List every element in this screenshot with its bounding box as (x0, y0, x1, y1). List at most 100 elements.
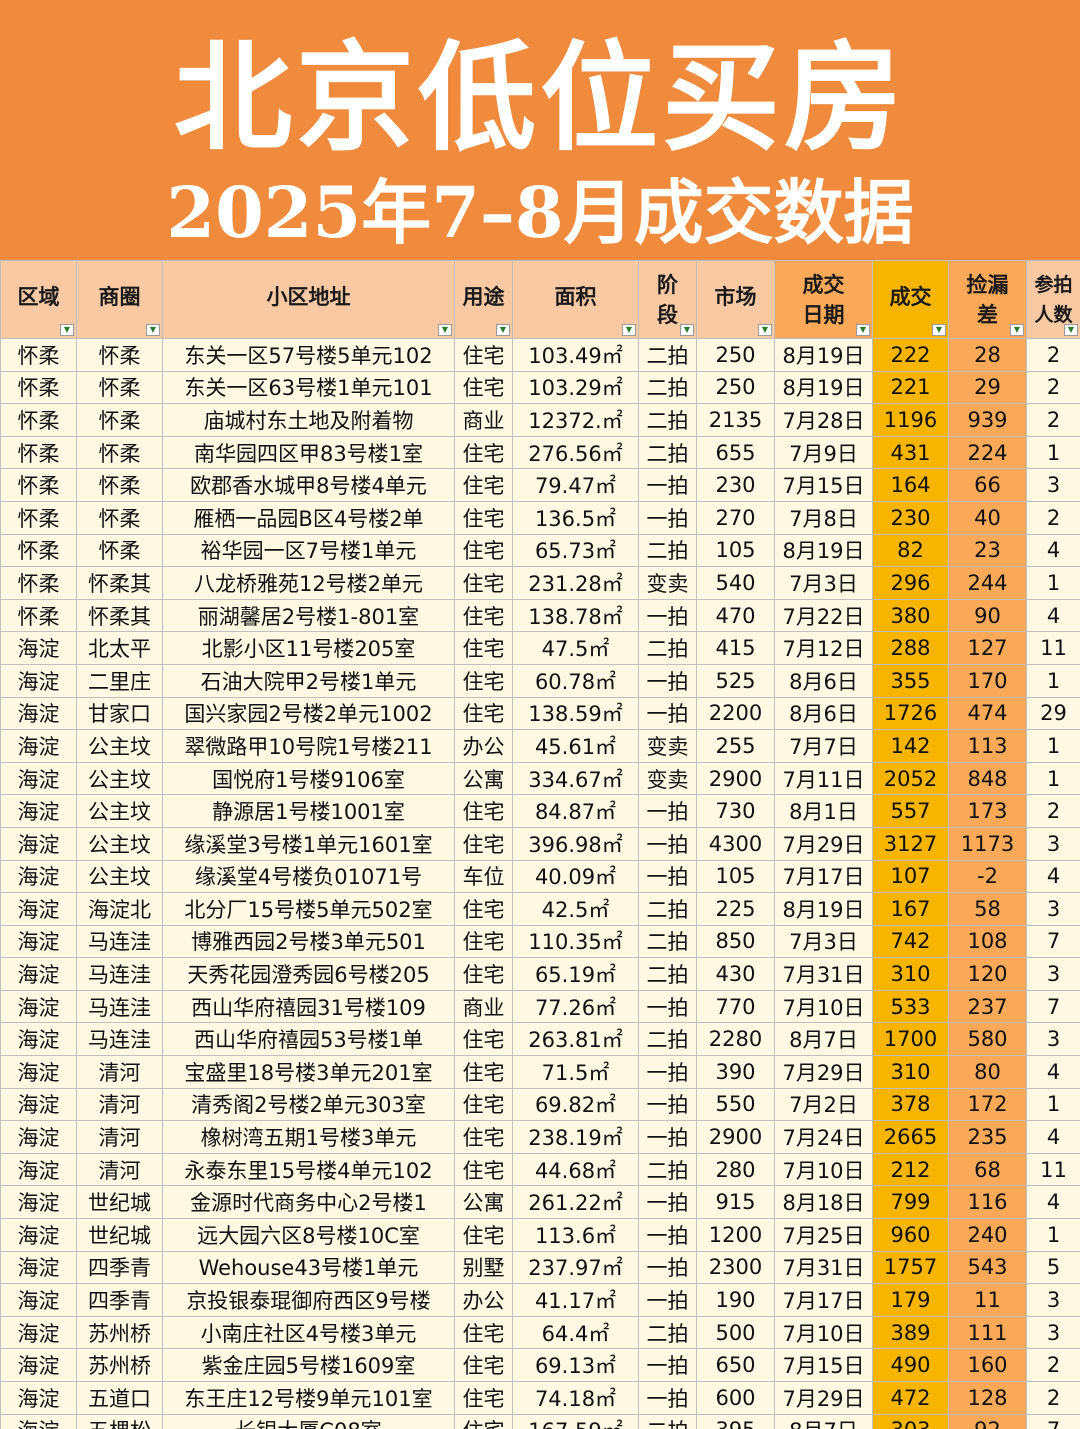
cell-gap[interactable]: 116 (948, 1185, 1027, 1220)
cell-gap[interactable]: 40 (948, 500, 1027, 535)
cell-market[interactable]: 730 (696, 794, 775, 828)
cell-gap[interactable]: 23 (948, 533, 1027, 568)
cell-bidders[interactable]: 4 (1026, 533, 1080, 568)
cell-deal[interactable]: 1726 (872, 696, 949, 731)
cell-zone[interactable]: 公主坟 (76, 761, 163, 796)
cell-region[interactable]: 怀柔 (0, 403, 77, 437)
cell-deal[interactable]: 142 (872, 729, 949, 763)
cell-zone[interactable]: 怀柔 (76, 533, 163, 568)
cell-stage[interactable]: 一拍 (638, 696, 697, 731)
cell-zone[interactable]: 公主坟 (76, 826, 163, 861)
cell-date[interactable]: 7月11日 (774, 761, 873, 796)
cell-usage[interactable]: 住宅 (454, 500, 513, 535)
cell-stage[interactable]: 二拍 (638, 631, 697, 665)
cell-deal[interactable]: 799 (872, 1185, 949, 1220)
cell-stage[interactable]: 二拍 (638, 1152, 697, 1187)
cell-deal[interactable]: 107 (872, 859, 949, 894)
cell-stage[interactable]: 二拍 (638, 1315, 697, 1350)
cell-stage[interactable]: 一拍 (638, 500, 697, 535)
cell-usage[interactable]: 住宅 (454, 924, 513, 959)
filter-dropdown-icon[interactable]: ▼ (1010, 324, 1024, 336)
cell-deal[interactable]: 310 (872, 1055, 949, 1089)
cell-area[interactable]: 12372.㎡ (512, 403, 639, 437)
cell-stage[interactable]: 二拍 (638, 892, 697, 926)
cell-region[interactable]: 海淀 (0, 663, 77, 698)
cell-gap[interactable]: 848 (948, 761, 1027, 796)
cell-stage[interactable]: 二拍 (638, 435, 697, 470)
col-header-zone[interactable]: 商圈 ▼ (76, 260, 163, 339)
cell-address[interactable]: 清秀阁2号楼2单元303室 (162, 1087, 455, 1122)
cell-deal[interactable]: 179 (872, 1283, 949, 1317)
filter-dropdown-icon[interactable]: ▼ (1064, 324, 1078, 336)
cell-market[interactable]: 105 (696, 533, 775, 568)
cell-region[interactable]: 海淀 (0, 859, 77, 894)
cell-area[interactable]: 42.5㎡ (512, 892, 639, 926)
cell-market[interactable]: 1200 (696, 1218, 775, 1252)
cell-deal[interactable]: 296 (872, 566, 949, 600)
cell-gap[interactable]: 92 (948, 1413, 1027, 1429)
cell-deal[interactable]: 3127 (872, 826, 949, 861)
cell-market[interactable]: 770 (696, 989, 775, 1024)
cell-usage[interactable]: 住宅 (454, 468, 513, 502)
cell-gap[interactable]: 172 (948, 1087, 1027, 1122)
filter-active-icon[interactable]: ▼ (856, 324, 870, 336)
cell-region[interactable]: 怀柔 (0, 338, 77, 372)
cell-area[interactable]: 44.68㎡ (512, 1152, 639, 1187)
cell-deal[interactable]: 2052 (872, 761, 949, 796)
cell-address[interactable]: 天秀花园澄秀园6号楼205 (162, 957, 455, 991)
cell-region[interactable]: 海淀 (0, 1381, 77, 1415)
cell-area[interactable]: 138.59㎡ (512, 696, 639, 731)
cell-usage[interactable]: 住宅 (454, 1381, 513, 1415)
cell-stage[interactable]: 一拍 (638, 663, 697, 698)
cell-bidders[interactable]: 2 (1026, 403, 1080, 437)
cell-region[interactable]: 海淀 (0, 1055, 77, 1089)
cell-gap[interactable]: 240 (948, 1218, 1027, 1252)
cell-area[interactable]: 69.13㎡ (512, 1348, 639, 1382)
col-header-area[interactable]: 面积 ▼ (512, 260, 639, 339)
cell-deal[interactable]: 303 (872, 1413, 949, 1429)
cell-bidders[interactable]: 3 (1026, 826, 1080, 861)
cell-bidders[interactable]: 5 (1026, 1250, 1080, 1285)
cell-region[interactable]: 怀柔 (0, 435, 77, 470)
filter-dropdown-icon[interactable]: ▼ (146, 324, 160, 336)
cell-bidders[interactable]: 2 (1026, 338, 1080, 372)
cell-deal[interactable]: 557 (872, 794, 949, 828)
cell-date[interactable]: 7月7日 (774, 729, 873, 763)
cell-gap[interactable]: 1173 (948, 826, 1027, 861)
cell-stage[interactable]: 二拍 (638, 1022, 697, 1057)
cell-market[interactable]: 225 (696, 892, 775, 926)
cell-region[interactable]: 怀柔 (0, 370, 77, 405)
cell-gap[interactable]: 128 (948, 1381, 1027, 1415)
cell-zone[interactable]: 北太平 (76, 631, 163, 665)
cell-usage[interactable]: 商业 (454, 989, 513, 1024)
cell-zone[interactable]: 清河 (76, 1152, 163, 1187)
cell-usage[interactable]: 住宅 (454, 566, 513, 600)
cell-region[interactable]: 怀柔 (0, 533, 77, 568)
cell-region[interactable]: 海淀 (0, 1250, 77, 1285)
cell-area[interactable]: 41.17㎡ (512, 1283, 639, 1317)
cell-address[interactable]: 京投银泰琨御府西区9号楼 (162, 1283, 455, 1317)
cell-area[interactable]: 65.19㎡ (512, 957, 639, 991)
cell-gap[interactable]: 90 (948, 598, 1027, 633)
cell-gap[interactable]: 224 (948, 435, 1027, 470)
cell-address[interactable]: 小南庄社区4号楼3单元 (162, 1315, 455, 1350)
cell-address[interactable]: 缘溪堂4号楼负01071号 (162, 859, 455, 894)
cell-market[interactable]: 550 (696, 1087, 775, 1122)
col-header-date[interactable]: 成交日期 ▼ (774, 260, 873, 339)
cell-area[interactable]: 77.26㎡ (512, 989, 639, 1024)
cell-address[interactable]: 裕华园一区7号楼1单元 (162, 533, 455, 568)
cell-gap[interactable]: 127 (948, 631, 1027, 665)
cell-bidders[interactable]: 1 (1026, 435, 1080, 470)
cell-bidders[interactable]: 11 (1026, 631, 1080, 665)
cell-date[interactable]: 7月2日 (774, 1087, 873, 1122)
cell-bidders[interactable]: 4 (1026, 859, 1080, 894)
cell-area[interactable]: 138.78㎡ (512, 598, 639, 633)
cell-date[interactable]: 7月10日 (774, 989, 873, 1024)
cell-gap[interactable]: 235 (948, 1120, 1027, 1154)
cell-usage[interactable]: 住宅 (454, 957, 513, 991)
cell-zone[interactable]: 怀柔 (76, 435, 163, 470)
cell-address[interactable]: 金源时代商务中心2号楼1 (162, 1185, 455, 1220)
cell-date[interactable]: 7月25日 (774, 1218, 873, 1252)
cell-usage[interactable]: 住宅 (454, 663, 513, 698)
cell-zone[interactable]: 怀柔其 (76, 598, 163, 633)
